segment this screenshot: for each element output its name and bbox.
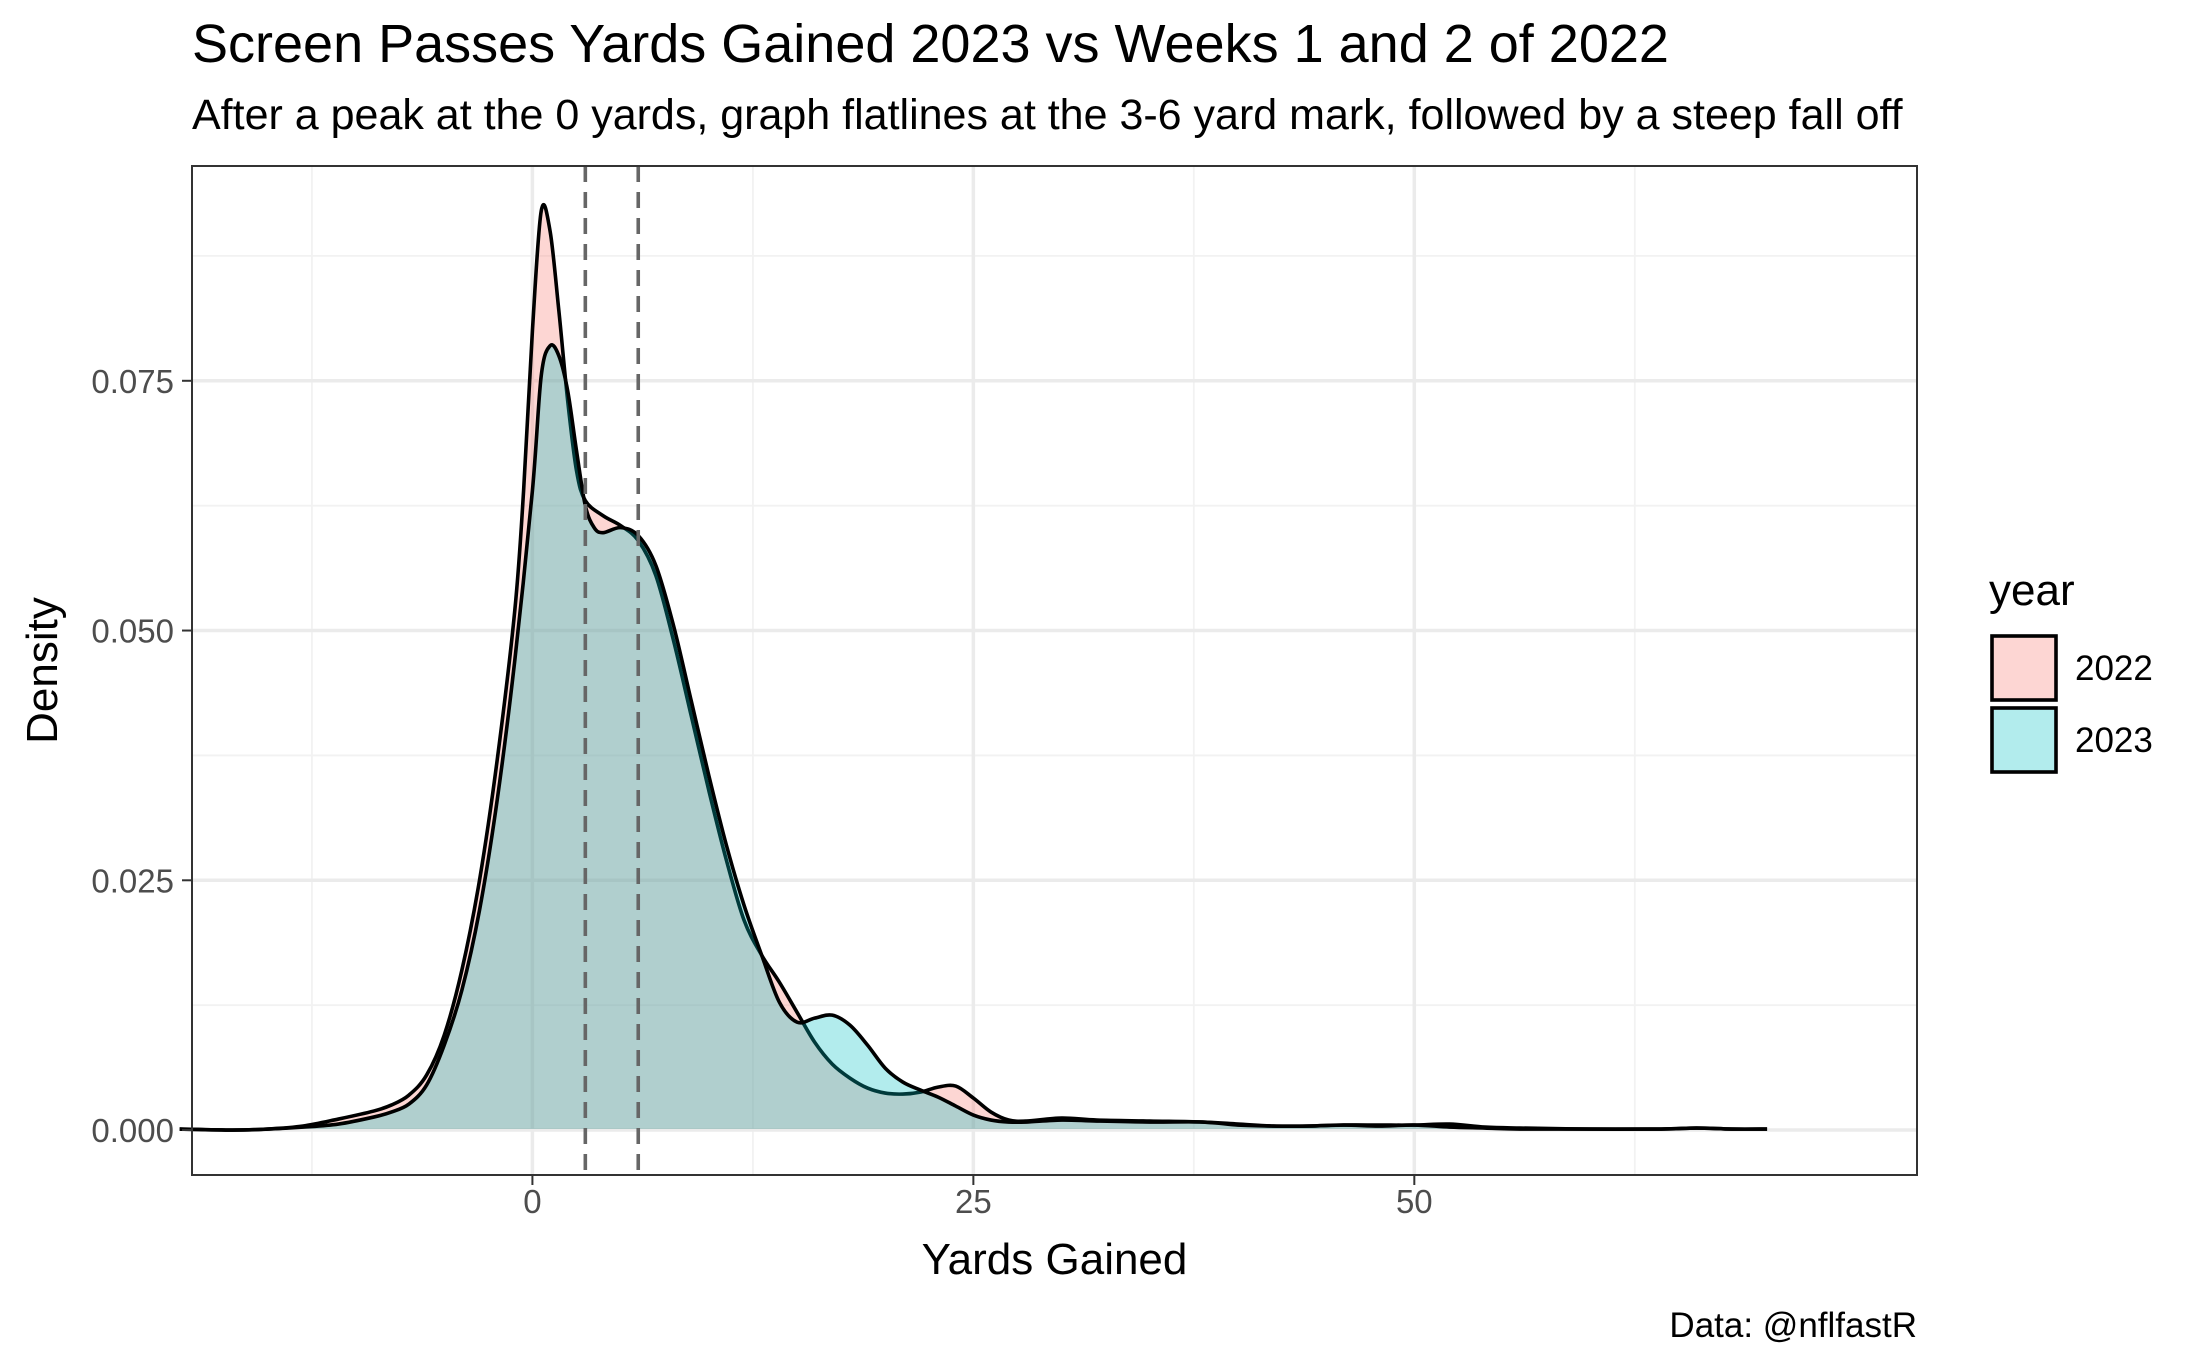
density-areas bbox=[179, 202, 1768, 1132]
panel-background bbox=[192, 166, 1917, 1175]
legend-label: 2023 bbox=[2075, 721, 2153, 760]
y-tick-label: 0.025 bbox=[91, 862, 174, 899]
legend-item-2023: 2023 bbox=[1990, 706, 2153, 774]
legend-key-swatch bbox=[1990, 706, 2058, 774]
legend-item-2022: 2022 bbox=[1990, 634, 2153, 702]
y-tick-label: 0.075 bbox=[91, 363, 174, 400]
caption: Data: @nflfastR bbox=[1669, 1306, 1917, 1345]
x-axis-title: Yards Gained bbox=[922, 1235, 1188, 1284]
panel-border bbox=[191, 165, 1918, 1176]
density-area-2023 bbox=[179, 343, 1768, 1132]
y-tick-label: 0.000 bbox=[91, 1112, 174, 1149]
chart-title: Screen Passes Yards Gained 2023 vs Weeks… bbox=[192, 14, 1669, 74]
legend-title: year bbox=[1989, 566, 2075, 615]
reference-lines bbox=[583, 166, 641, 1175]
y-axis-title: Density bbox=[18, 597, 67, 744]
x-tick-label: 25 bbox=[955, 1183, 992, 1220]
x-tick-label: 50 bbox=[1396, 1183, 1433, 1220]
y-axis: 0.000 0.025 0.050 0.075 bbox=[91, 363, 192, 1149]
legend-label: 2022 bbox=[2075, 649, 2153, 688]
x-axis: 0 25 50 bbox=[523, 1175, 1433, 1220]
y-tick-label: 0.050 bbox=[91, 613, 174, 650]
plot-panel bbox=[179, 165, 1918, 1176]
chart-subtitle: After a peak at the 0 yards, graph flatl… bbox=[192, 91, 1904, 139]
legend-key-background bbox=[1990, 706, 2058, 774]
x-tick-label: 0 bbox=[523, 1183, 541, 1220]
legend: year 2022 2023 bbox=[1989, 566, 2153, 774]
legend-key-swatch bbox=[1990, 634, 2058, 702]
legend-key-background bbox=[1990, 634, 2058, 702]
legend-keys: 2022 2023 bbox=[1990, 634, 2153, 774]
minor-gridlines bbox=[192, 166, 1917, 1175]
